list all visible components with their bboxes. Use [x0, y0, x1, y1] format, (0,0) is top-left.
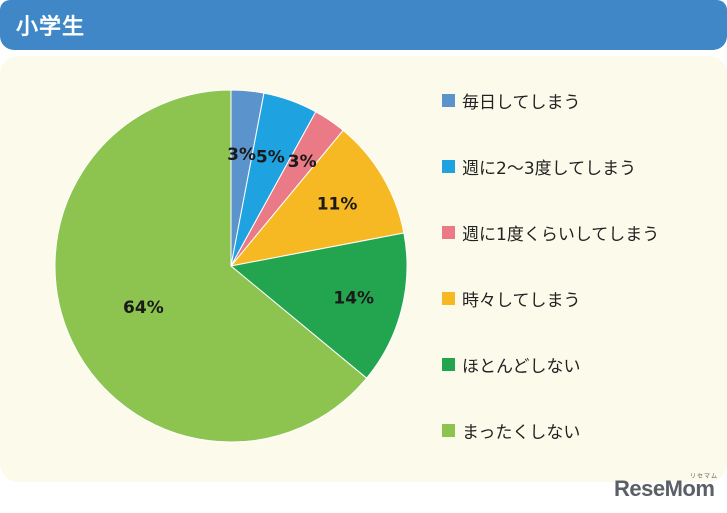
legend-swatch: [442, 291, 455, 305]
legend-label: 毎日してしまう: [462, 92, 581, 113]
header-bar: 小学生: [0, 0, 727, 50]
legend-swatch: [442, 225, 455, 239]
slice-value-label: 64%: [123, 298, 164, 318]
legend-swatch: [442, 159, 455, 173]
pie-slice: [54, 89, 368, 443]
legend-item: 毎日してしまう: [442, 88, 581, 113]
legend-item: 時々してしまう: [442, 286, 581, 311]
resemom-logo: ReseMom: [614, 476, 715, 501]
logo-subtitle: リセマム: [690, 473, 719, 480]
legend-label: 週に2〜3度してしまう: [462, 158, 637, 179]
legend-item: ほとんどしない: [442, 352, 581, 377]
pie-slice: [229, 232, 408, 379]
legend-swatch: [442, 423, 455, 437]
page-title: 小学生: [16, 15, 86, 40]
pie-slice: [229, 129, 405, 267]
legend-label: まったくしない: [462, 422, 581, 443]
legend-item: まったくしない: [442, 418, 581, 443]
slice-value-label: 3%: [288, 152, 317, 172]
slice-value-label: 3%: [227, 145, 256, 165]
legend-swatch: [442, 93, 455, 107]
legend-label: 週に1度くらいしてしまう: [462, 224, 660, 245]
legend-label: 時々してしまう: [462, 290, 581, 311]
legend-item: 週に2〜3度してしまう: [442, 154, 637, 179]
slice-value-label: 14%: [333, 289, 374, 309]
legend-item: 週に1度くらいしてしまう: [442, 220, 660, 245]
slice-value-label: 11%: [317, 194, 358, 214]
slice-value-label: 5%: [256, 148, 285, 168]
legend-swatch: [442, 357, 455, 371]
legend-label: ほとんどしない: [462, 356, 581, 377]
